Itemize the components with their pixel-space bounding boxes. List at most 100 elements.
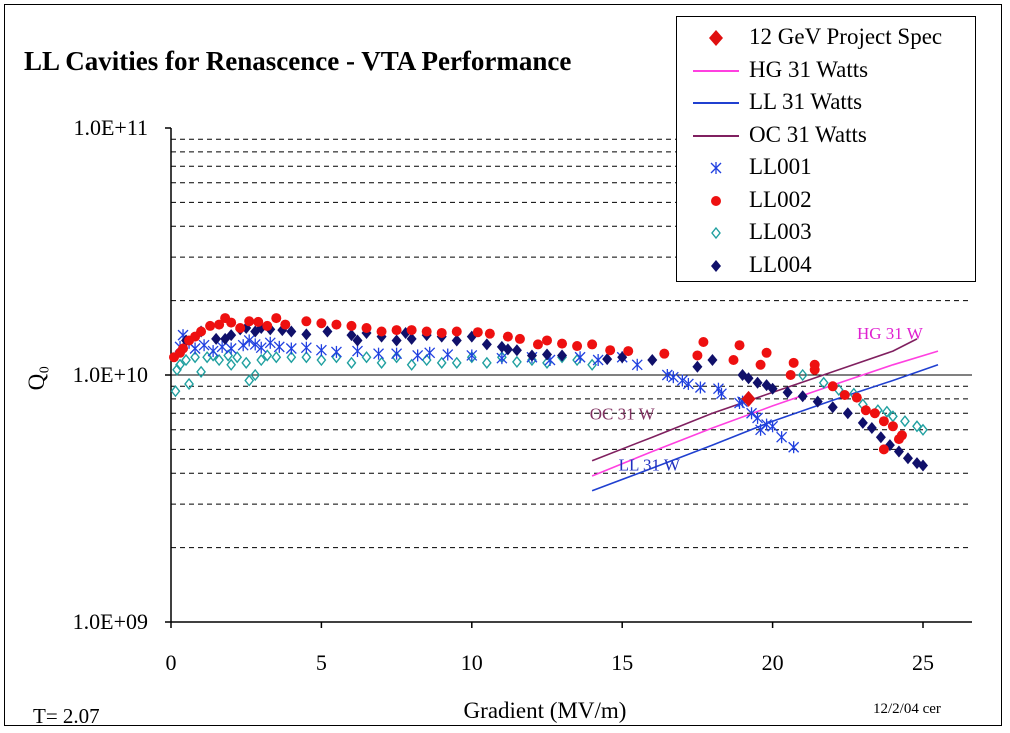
point-ll002 — [484, 328, 495, 339]
x-tick-label: 0 — [166, 650, 177, 675]
y-axis-label: Q₀ — [24, 366, 49, 391]
point-ll001 — [682, 377, 694, 390]
legend-label: LL003 — [749, 219, 812, 244]
point-ll003 — [301, 351, 312, 364]
point-ll002 — [557, 338, 568, 349]
legend-item: OC 31 Watts — [677, 119, 975, 151]
legend-marker-swatch — [710, 162, 722, 174]
point-ll003 — [818, 376, 829, 389]
point-ll002 — [809, 359, 820, 370]
point-ll001 — [315, 344, 327, 357]
point-ll002 — [572, 341, 583, 352]
point-ll003 — [232, 351, 243, 364]
point-ll002 — [692, 350, 703, 361]
point-ll002 — [761, 347, 772, 358]
x-tick-label: 20 — [762, 650, 784, 675]
point-ll002 — [887, 421, 898, 432]
point-ll001 — [424, 346, 436, 359]
point-ll003 — [406, 358, 417, 371]
point-ll001 — [466, 349, 478, 362]
legend-symbol — [711, 195, 721, 206]
point-ll001 — [761, 418, 773, 431]
point-ll001 — [752, 411, 764, 424]
chart-frame — [4, 4, 1002, 726]
point-ll004 — [842, 407, 853, 420]
point-ll003 — [170, 385, 181, 398]
point-ll003 — [481, 356, 492, 369]
point-ll004 — [707, 354, 718, 367]
point-ll002 — [827, 381, 838, 392]
point-ll004 — [557, 349, 568, 362]
point-ll003 — [451, 356, 462, 369]
legend-item: 12 GeV Project Spec — [677, 21, 975, 53]
point-ll004 — [346, 329, 357, 342]
point-ll004 — [301, 328, 312, 341]
legend-symbol — [711, 226, 721, 240]
point-ll003 — [882, 405, 892, 418]
point-ll002 — [361, 322, 372, 333]
point-ll001 — [788, 441, 800, 454]
point-ll001 — [237, 339, 249, 352]
y-tick-label: 1.0E+09 — [73, 609, 148, 634]
temperature-note: T= 2.07 — [33, 704, 100, 728]
point-ll001 — [225, 342, 237, 355]
point-ll003 — [244, 374, 255, 387]
legend-marker-swatch — [711, 226, 721, 240]
x-tick-label: 10 — [461, 650, 483, 675]
point-ll002 — [436, 327, 447, 338]
x-tick-label: 25 — [912, 650, 934, 675]
point-ll001 — [592, 354, 604, 367]
point-ll003 — [797, 368, 808, 382]
legend-symbol — [693, 69, 739, 72]
point-ll002 — [244, 316, 255, 327]
annotations: HG 31 W OC 31 W LL 31 W — [590, 324, 924, 475]
point-ll001 — [198, 339, 210, 352]
point-ll004 — [752, 376, 763, 389]
point-ll003 — [250, 368, 261, 382]
point-ll003 — [466, 351, 477, 364]
point-ll001 — [330, 345, 342, 358]
point-ll003 — [436, 356, 447, 369]
point-ll002 — [214, 319, 225, 330]
point-ll004 — [211, 332, 222, 345]
point-ll001 — [255, 341, 267, 354]
point-ll002 — [659, 348, 670, 359]
legend-label: LL002 — [749, 186, 812, 212]
point-ll003 — [527, 353, 537, 367]
point-ll001 — [264, 336, 276, 349]
x-tick-label: 5 — [316, 650, 327, 675]
point-ll002 — [869, 408, 880, 419]
legend-item: LL004 — [677, 249, 975, 281]
point-ll004 — [352, 334, 363, 347]
point-ll001 — [776, 431, 788, 444]
point-ll003 — [331, 351, 342, 364]
legend-marker-swatch — [711, 195, 721, 206]
tick-labels: 0 5 10 15 20 25 1.0E+11 1.0E+10 1.0E+09 — [73, 115, 934, 675]
point-ll004 — [602, 353, 613, 366]
point-ll002 — [514, 333, 525, 344]
point-ll001 — [694, 381, 706, 394]
point-ll001 — [243, 334, 255, 347]
point-ll002 — [896, 430, 907, 441]
point-ll004 — [893, 445, 904, 458]
point-ll002 — [391, 325, 402, 336]
point-ll003 — [912, 420, 922, 433]
point-ll003 — [196, 365, 206, 378]
point-ll003 — [241, 356, 252, 369]
point-ll002 — [406, 325, 417, 336]
point-ll004 — [511, 344, 522, 357]
legend-label: LL001 — [749, 154, 812, 179]
point-ll002 — [235, 322, 246, 333]
point-ll002 — [196, 326, 207, 337]
legend-label: LL 31 Watts — [749, 89, 863, 114]
point-ll001 — [285, 342, 297, 355]
point-ll004 — [322, 325, 333, 338]
legend-item: LL001 — [677, 151, 975, 183]
point-ll003 — [900, 415, 910, 428]
legend-item: LL002 — [677, 184, 975, 216]
x-tick-label: 15 — [611, 650, 633, 675]
point-ll004 — [406, 332, 417, 345]
point-ll004 — [812, 395, 823, 408]
point-ll002 — [253, 316, 264, 327]
